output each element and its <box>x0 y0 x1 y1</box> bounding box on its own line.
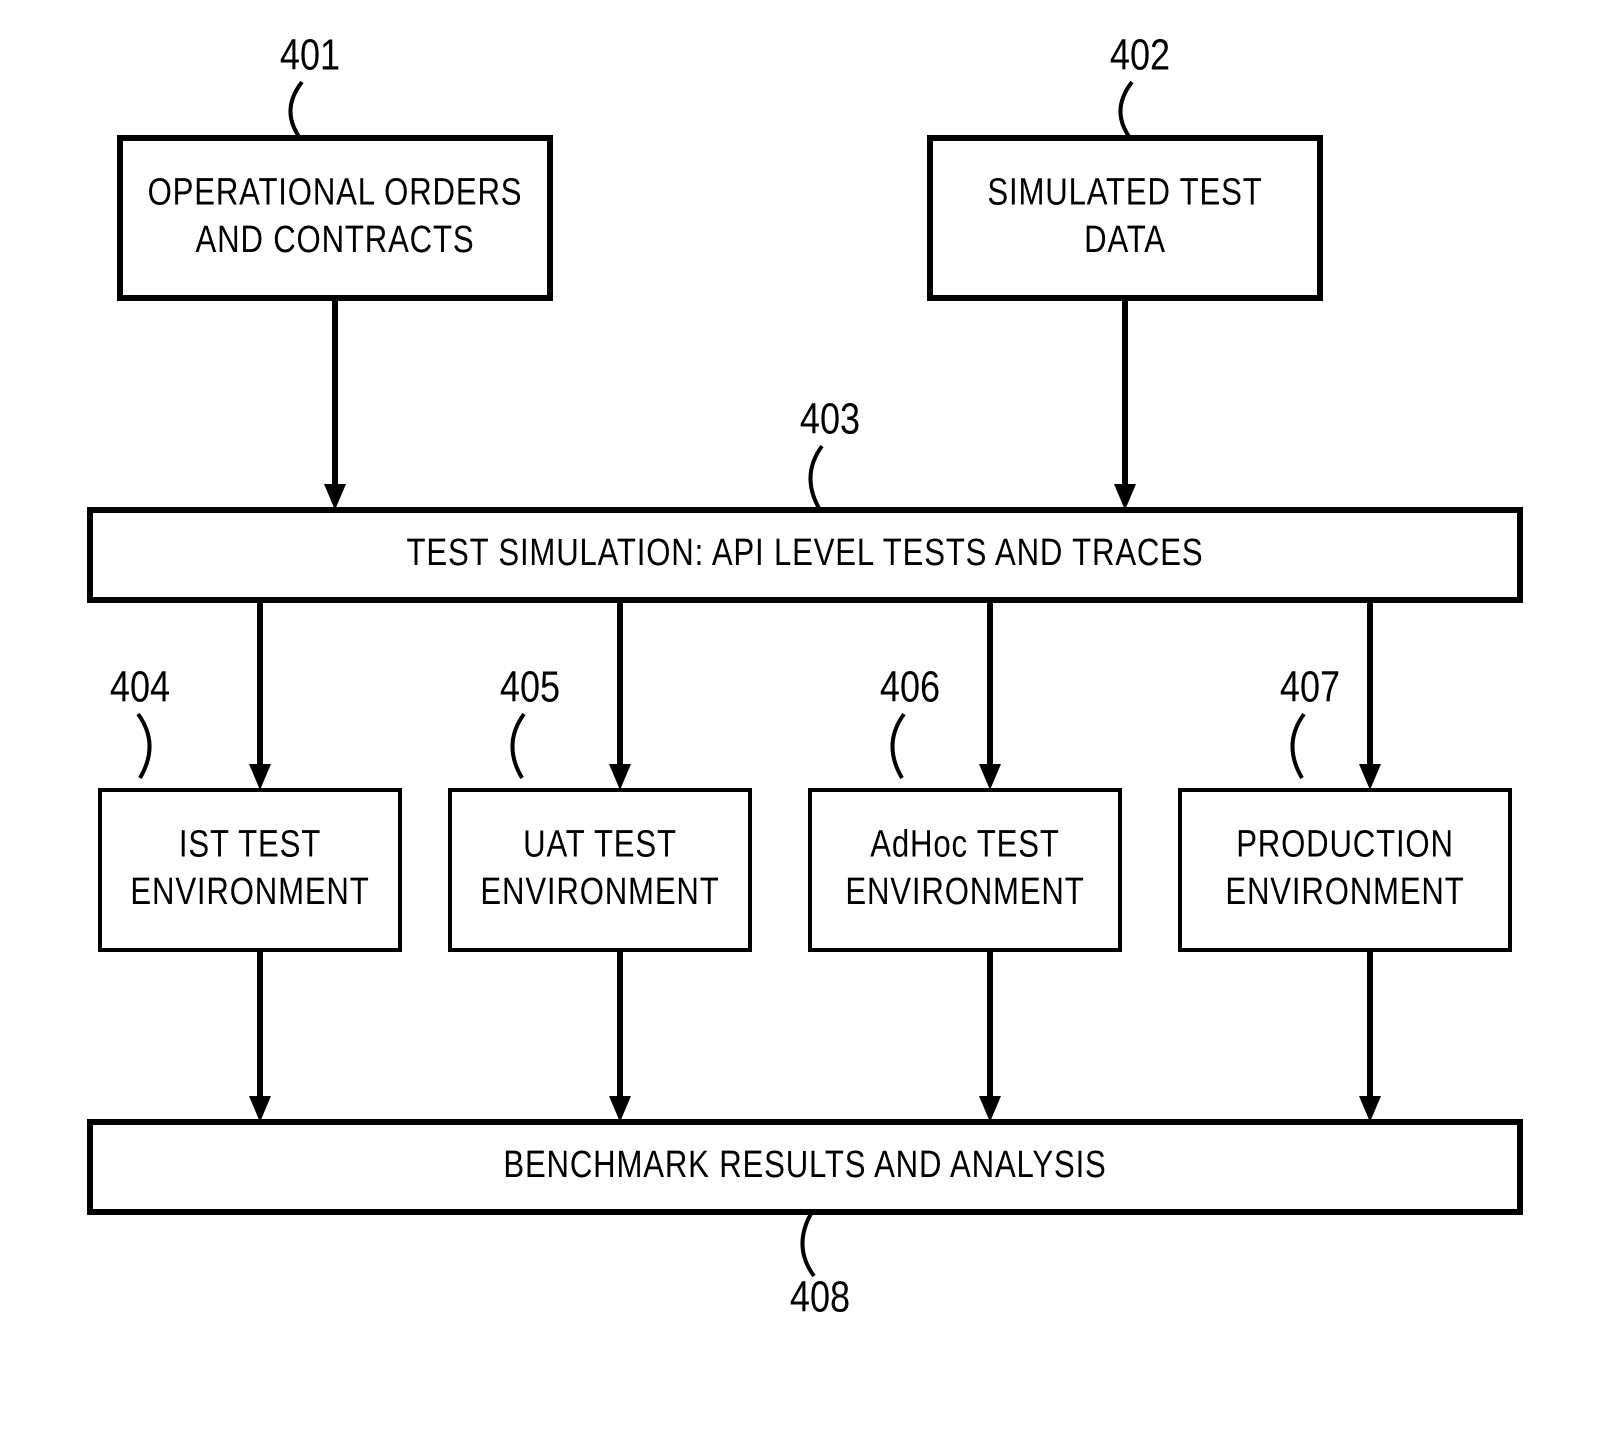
node-n406: AdHoc TEST ENVIRONMENT 406 <box>810 662 1120 950</box>
ref-leader <box>802 1212 814 1276</box>
node-label: PRODUCTION <box>1236 823 1454 865</box>
ref-number: 404 <box>110 662 170 711</box>
ref-leader <box>512 714 524 778</box>
node-label: ENVIRONMENT <box>480 871 719 913</box>
ref-number: 403 <box>800 394 860 443</box>
ref-number: 407 <box>1280 662 1340 711</box>
ref-number: 402 <box>1110 30 1170 79</box>
node-n408: BENCHMARK RESULTS AND ANALYSIS 408 <box>90 1122 1520 1321</box>
node-n401: OPERATIONAL ORDERS AND CONTRACTS 401 <box>120 30 550 298</box>
arrow-head <box>979 764 1001 790</box>
node-label: DATA <box>1084 219 1166 261</box>
arrow-head <box>1359 1096 1381 1122</box>
arrow-head <box>1114 484 1136 510</box>
node-n402: SIMULATED TEST DATA 402 <box>930 30 1320 298</box>
arrow-head <box>609 1096 631 1122</box>
arrow-head <box>609 764 631 790</box>
node-label: SIMULATED TEST <box>987 171 1262 213</box>
node-label: UAT TEST <box>523 823 677 865</box>
node-label: AND CONTRACTS <box>196 219 475 261</box>
node-n405: UAT TEST ENVIRONMENT 405 <box>450 662 750 950</box>
node-n407: PRODUCTION ENVIRONMENT 407 <box>1180 662 1510 950</box>
ref-number: 406 <box>880 662 940 711</box>
ref-leader <box>1120 82 1132 138</box>
ref-leader <box>138 714 150 778</box>
node-label: ENVIRONMENT <box>1225 871 1464 913</box>
ref-number: 401 <box>280 30 340 79</box>
node-n404: IST TEST ENVIRONMENT 404 <box>100 662 400 950</box>
ref-number: 405 <box>500 662 560 711</box>
ref-leader <box>810 446 822 510</box>
ref-leader <box>892 714 904 778</box>
flowchart-canvas: OPERATIONAL ORDERS AND CONTRACTS 401 SIMULA… <box>0 0 1615 1432</box>
node-label: AdHoc TEST <box>870 823 1059 865</box>
node-n403: TEST SIMULATION: API LEVEL TESTS AND TRA… <box>90 394 1520 600</box>
ref-leader <box>1292 714 1304 778</box>
arrow-head <box>324 484 346 510</box>
ref-leader <box>290 82 302 138</box>
arrow-head <box>1359 764 1381 790</box>
node-label: ENVIRONMENT <box>845 871 1084 913</box>
arrow-head <box>979 1096 1001 1122</box>
node-label: TEST SIMULATION: API LEVEL TESTS AND TRA… <box>407 532 1204 574</box>
node-label: IST TEST <box>179 823 321 865</box>
node-label: OPERATIONAL ORDERS <box>148 171 523 213</box>
arrow-head <box>249 1096 271 1122</box>
ref-number: 408 <box>790 1272 850 1321</box>
node-label: BENCHMARK RESULTS AND ANALYSIS <box>503 1144 1106 1186</box>
arrow-head <box>249 764 271 790</box>
node-label: ENVIRONMENT <box>130 871 369 913</box>
